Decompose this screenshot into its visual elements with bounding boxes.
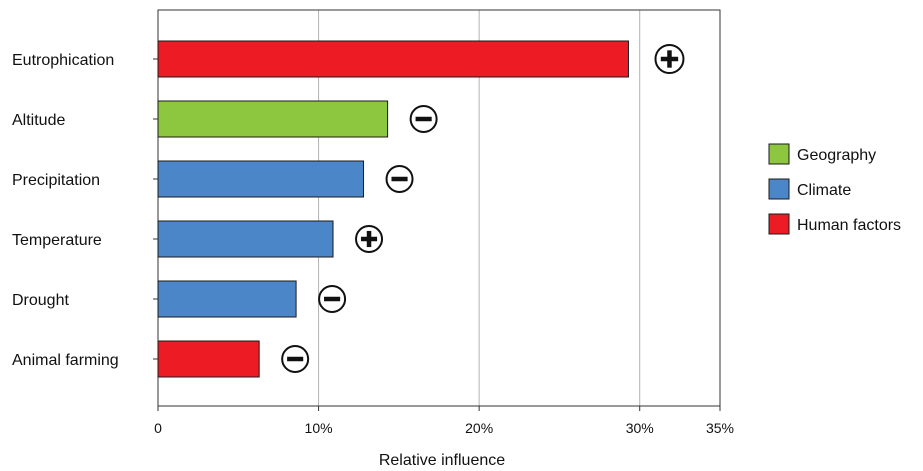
- x-tick-label-2: 20%: [465, 420, 493, 436]
- bar-2: [157, 160, 365, 198]
- category-label-4: Drought: [12, 292, 69, 309]
- minus-icon: [385, 165, 414, 193]
- x-tick-label-1: 10%: [305, 420, 333, 436]
- plus-icon: [355, 225, 384, 253]
- legend-swatch-1: [768, 178, 790, 200]
- minus-icon: [281, 345, 310, 373]
- category-label-2: Precipitation: [12, 172, 100, 189]
- category-label-3: Temperature: [12, 232, 102, 249]
- legend-label-2: Human factors: [797, 217, 901, 234]
- bar-5: [157, 340, 260, 378]
- x-axis-title: Relative influence: [379, 452, 505, 469]
- category-label-5: Animal farming: [12, 352, 119, 369]
- legend-label-0: Geography: [797, 147, 876, 164]
- category-label-0: Eutrophication: [12, 52, 114, 69]
- legend-swatch-2: [768, 213, 790, 235]
- x-tick-label-3: 30%: [626, 420, 654, 436]
- bar-3: [157, 220, 334, 258]
- plot-frame: [157, 9, 721, 407]
- bar-0: [157, 40, 629, 78]
- legend-swatch-0: [768, 143, 790, 165]
- bar-1: [157, 100, 389, 138]
- x-tick-label-4: 35%: [706, 420, 734, 436]
- signs-layer: [281, 44, 685, 373]
- category-label-1: Altitude: [12, 112, 65, 129]
- plus-icon: [654, 44, 685, 74]
- bar-4: [157, 280, 297, 318]
- minus-icon: [318, 285, 347, 313]
- category-labels: Eutrophication Altitude Precipitation Tempe…: [12, 52, 158, 369]
- legend-label-1: Climate: [797, 182, 851, 199]
- legend: Geography Climate Human factors: [768, 143, 901, 235]
- bars-layer: [157, 40, 629, 378]
- x-tick-label-0: 0: [154, 420, 162, 436]
- minus-icon: [409, 105, 438, 133]
- x-tick-labels: 0 10% 20% 30% 35%: [154, 406, 734, 436]
